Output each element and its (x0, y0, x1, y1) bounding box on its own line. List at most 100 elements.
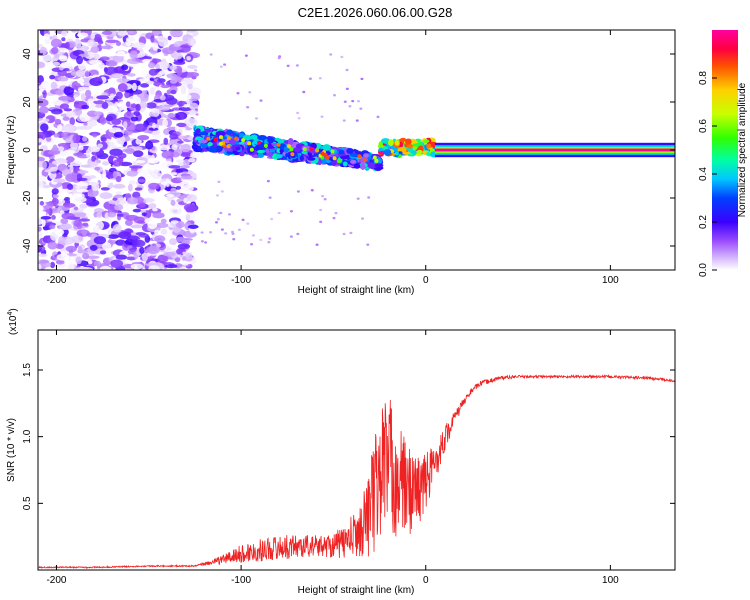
noise-blob (160, 228, 168, 235)
band-blob (339, 155, 350, 160)
noise-blob (53, 133, 60, 138)
faint-dot (318, 76, 322, 80)
noise-blob (64, 196, 71, 201)
faint-dot (219, 65, 223, 68)
cluster-blob (383, 149, 392, 156)
noise-blob (64, 41, 70, 49)
spectrogram-xtick-label: 0 (423, 275, 429, 286)
noise-blob (83, 122, 88, 126)
noise-blob (77, 32, 89, 38)
faint-dot (268, 237, 272, 240)
noise-blob (102, 241, 112, 251)
faint-dot (296, 111, 300, 115)
band-blob (216, 130, 226, 137)
noise-blob (147, 220, 158, 230)
noise-blob (92, 133, 98, 138)
band-blob (338, 149, 345, 155)
noise-blob (148, 113, 159, 117)
noise-blob (100, 187, 110, 191)
faint-dot (223, 63, 227, 66)
noise-blob (70, 30, 78, 33)
noise-blob (42, 226, 49, 231)
noise-blob (147, 62, 156, 69)
snr-ylabel: SNR (10 * v/v) (6, 418, 17, 482)
noise-blob (149, 87, 155, 95)
noise-blob (148, 127, 159, 131)
noise-blob (79, 203, 88, 209)
noise-blob (174, 125, 180, 132)
noise-blob (38, 230, 42, 240)
noise-blob (162, 255, 169, 262)
noise-blob (175, 185, 182, 190)
noise-blob (141, 69, 147, 78)
noise-blob (178, 44, 191, 53)
noise-blob (40, 123, 49, 132)
noise-blob (123, 55, 130, 61)
band-blob (292, 158, 299, 162)
faint-dot (356, 100, 360, 103)
noise-blob (112, 224, 122, 233)
noise-blob (94, 166, 101, 171)
noise-blob (38, 259, 50, 264)
noise-blob (111, 106, 119, 113)
noise-blob (134, 187, 143, 191)
noise-blob (178, 135, 189, 140)
noise-blob (96, 95, 110, 100)
band-blob (266, 152, 274, 157)
noise-blob (173, 60, 186, 65)
noise-blob (111, 118, 122, 125)
noise-blob (123, 121, 128, 129)
noise-blob (167, 113, 176, 118)
cluster-blob (397, 151, 403, 155)
faint-dot (194, 69, 198, 72)
noise-blob (183, 104, 189, 108)
noise-blob (170, 206, 180, 210)
colorbar-gradient (712, 30, 738, 270)
noise-blob (38, 75, 44, 84)
noise-blob (180, 165, 190, 169)
faint-dot (209, 231, 213, 234)
noise-blob (80, 125, 93, 130)
faint-dot (332, 94, 336, 97)
noise-blob (101, 179, 114, 184)
noise-blob (138, 78, 150, 82)
noise-blob (38, 138, 44, 143)
noise-blob (178, 107, 192, 112)
noise-blob (125, 214, 139, 221)
band-peak (263, 143, 268, 148)
noise-blob (99, 192, 113, 199)
noise-blob (77, 218, 91, 222)
noise-blob (48, 224, 56, 230)
faint-dot (308, 77, 312, 80)
cluster-blob (378, 141, 383, 148)
noise-blob (73, 219, 81, 227)
snr-ytick-label: 1.0 (22, 429, 33, 443)
faint-dot (319, 208, 323, 212)
band-peak (332, 156, 337, 161)
noise-blob (185, 94, 192, 100)
faint-dot (320, 115, 324, 118)
noise-blob (63, 203, 76, 208)
noise-blob (137, 179, 146, 183)
band-peak (226, 144, 231, 149)
noise-blob (161, 150, 175, 159)
noise-blob (187, 224, 199, 229)
faint-dot (194, 108, 198, 111)
noise-blob (56, 253, 70, 261)
band-peak (337, 159, 342, 164)
noise-blob (93, 53, 100, 60)
noise-blob (78, 62, 86, 71)
noise-blob (88, 59, 103, 65)
noise-blob (87, 259, 93, 265)
noise-blob (179, 81, 188, 89)
colorbar-tick-label: 0.2 (698, 215, 709, 229)
band-blob (228, 138, 236, 145)
band-blob (349, 152, 358, 158)
band-peak (257, 140, 262, 145)
faint-dot (334, 211, 338, 215)
noise-blob (111, 145, 117, 149)
noise-blob (170, 89, 177, 95)
noise-blob (171, 144, 178, 151)
colorbar-ticks: 0.0 0.2 0.4 0.6 0.8 (698, 71, 717, 277)
